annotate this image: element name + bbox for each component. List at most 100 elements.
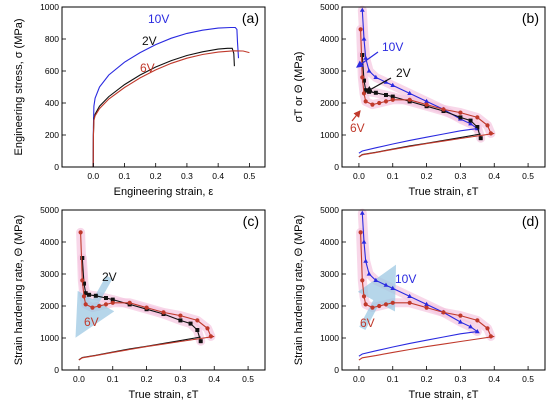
series-line-4 (358, 133, 481, 158)
y-tick-label: 400 (45, 98, 59, 108)
y-tick-label: 3000 (320, 66, 339, 76)
data-point (424, 301, 429, 306)
x-tick-label: 0.1 (387, 374, 399, 384)
data-point (383, 99, 389, 104)
data-point (390, 94, 395, 99)
x-tick-label: 0.5 (242, 374, 254, 384)
series-annotation: 2V (396, 66, 411, 80)
annotation-arrow (356, 51, 379, 68)
x-axis-label: True strain, εT (409, 186, 479, 198)
chart-panel-b: 0.0 0.1 0.2 0.3 0.4 0.5 0 1000 2000 3000 4000 5000 T… (293, 2, 546, 198)
data-point (361, 239, 367, 244)
data-point (370, 305, 375, 310)
y-tick-label: 4000 (320, 34, 339, 44)
series-line-2 (358, 331, 478, 357)
series-line-2 (78, 336, 201, 361)
data-point (78, 230, 83, 235)
y-tick-label: 0 (334, 162, 339, 172)
data-point (359, 7, 365, 12)
x-tick-label: 0.0 (353, 171, 365, 181)
data-point (458, 313, 463, 318)
y-tick-label: 0 (54, 162, 59, 172)
series-annotation: 10V (395, 272, 416, 286)
data-point (373, 277, 379, 282)
series-line-3 (358, 335, 495, 361)
y-tick-label: 2000 (320, 301, 339, 311)
x-tick-label: 0.3 (175, 374, 187, 384)
data-point (441, 107, 446, 112)
data-point (83, 291, 88, 296)
x-tick-label: 0.5 (522, 171, 534, 181)
y-tick-label: 2000 (40, 301, 59, 311)
x-tick-label: 0.2 (421, 374, 433, 384)
y-tick-label: 1000 (320, 333, 339, 343)
data-point (360, 75, 365, 80)
data-point (458, 319, 463, 324)
series-line-0 (92, 26, 240, 168)
y-tick-label: 1000 (40, 2, 59, 12)
data-point (358, 27, 363, 32)
series-annotation: 6V (140, 61, 155, 75)
data-point (361, 294, 367, 299)
data-point (468, 121, 473, 126)
data-point (81, 294, 87, 299)
data-point (360, 53, 365, 57)
data-point (144, 305, 149, 310)
data-point (424, 98, 429, 103)
series-annotation: 10V (148, 12, 169, 26)
data-point (205, 326, 210, 331)
data-point (390, 97, 395, 102)
data-point (83, 302, 88, 307)
data-point (383, 79, 389, 84)
y-axis-label: σT or Θ (MPa) (293, 52, 305, 123)
data-point (407, 97, 412, 102)
data-point (178, 318, 183, 323)
data-point (485, 326, 490, 331)
data-point (361, 91, 367, 96)
x-tick-label: 0.4 (212, 171, 224, 181)
series-line-2 (92, 50, 250, 168)
x-tick-label: 0.2 (141, 374, 153, 384)
series-annotation: 10V (382, 40, 403, 54)
x-axis-label: Engineering strain, ε (114, 186, 214, 198)
chart-panel-c: 0.0 0.1 0.2 0.3 0.4 0.5 0 1000 2000 3000 4000 5000 T… (13, 205, 266, 401)
data-point (485, 123, 490, 128)
series-annotation: 6V (360, 316, 375, 330)
x-tick-label: 0.3 (455, 374, 467, 384)
y-tick-label: 4000 (40, 237, 59, 247)
data-point (475, 318, 480, 323)
data-point (81, 281, 86, 286)
x-tick-label: 0.3 (181, 171, 193, 181)
data-point (188, 321, 193, 326)
data-point (383, 302, 389, 307)
data-point (361, 36, 367, 41)
data-point (407, 293, 413, 298)
data-point (103, 302, 109, 307)
x-tick-label: 0.5 (243, 171, 255, 181)
data-point (478, 136, 483, 141)
y-tick-label: 5000 (320, 205, 339, 215)
data-point (475, 125, 480, 129)
data-point (195, 318, 200, 323)
y-tick-label: 5000 (40, 205, 59, 215)
data-point (377, 303, 382, 309)
plot-frame (341, 209, 546, 371)
x-tick-label: 0.5 (522, 374, 534, 384)
data-point (198, 339, 203, 344)
data-point (441, 310, 446, 315)
plot-frame (61, 209, 266, 371)
data-point (80, 278, 85, 283)
x-axis-label: True strain, εT (409, 389, 479, 401)
data-point (361, 78, 366, 83)
series-annotation: 2V (142, 34, 157, 48)
series-line-5 (358, 132, 495, 158)
data-point (468, 118, 473, 123)
x-tick-label: 0.3 (455, 171, 467, 181)
panel-label: (c) (243, 213, 259, 229)
data-point (363, 258, 369, 263)
y-axis-label: Strain hardening rate, Θ (MPa) (293, 215, 305, 365)
x-tick-label: 0.0 (353, 374, 365, 384)
y-tick-label: 3000 (320, 269, 339, 279)
data-point (390, 300, 395, 305)
plot-frame (61, 6, 266, 168)
